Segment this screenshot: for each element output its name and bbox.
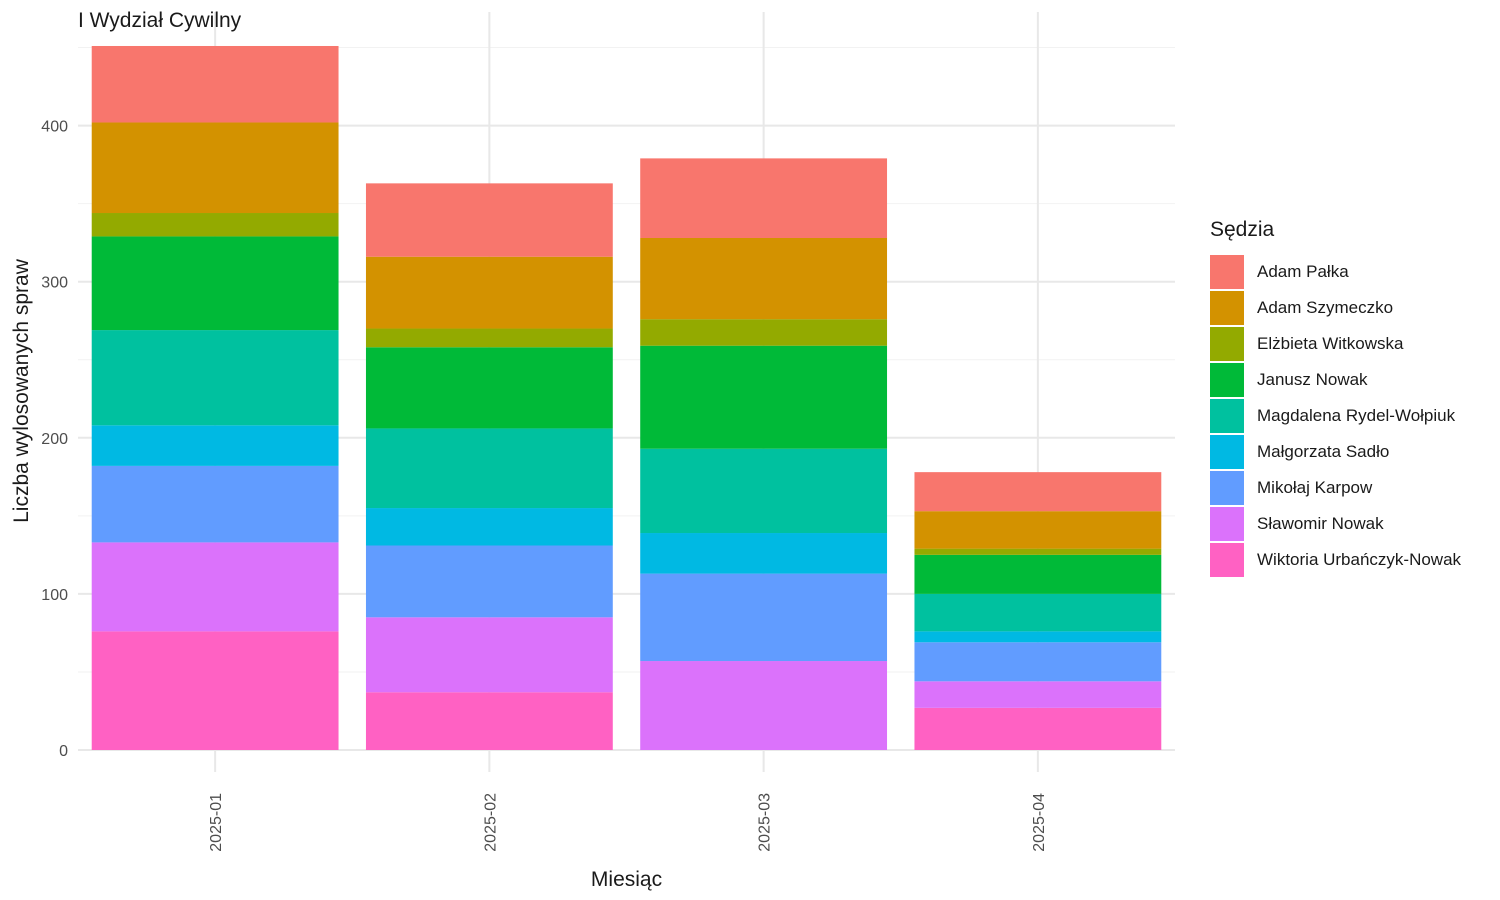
legend-label: Adam Szymeczko [1257,298,1394,317]
legend-swatch [1210,291,1244,325]
bar-segment [914,593,1162,632]
y-tick-label: 400 [41,119,68,136]
bar-segment [91,465,339,543]
bar-segment [365,428,613,509]
legend-label: Mikołaj Karpow [1257,478,1373,497]
legend-item: Mikołaj Karpow [1210,470,1495,506]
bar-segment [91,631,339,750]
bars [91,45,1162,750]
bar-segment [640,448,888,534]
legend-swatch [1210,507,1244,541]
bar-segment [914,511,1162,549]
legend-label: Elżbieta Witkowska [1257,334,1404,353]
legend-label: Adam Pałka [1257,262,1349,281]
y-tick-label: 200 [41,431,68,448]
legend-swatch [1210,471,1244,505]
legend-item: Małgorzata Sadło [1210,434,1495,470]
bar-segment [365,347,613,429]
bar-segment [365,692,613,750]
bar-segment [914,554,1162,594]
x-tick-labels: 2025-01 2025-02 2025-03 2025-04 [208,793,1048,852]
legend-item: Adam Pałka [1210,254,1495,290]
legend-item: Janusz Nowak [1210,362,1495,398]
legend-items: Adam Pałka Adam Szymeczko Elżbieta Witkows… [1210,254,1495,578]
legend-title: Sędzia [1210,218,1275,241]
bar-segment [91,122,339,214]
legend-label: Janusz Nowak [1257,370,1368,389]
bar-segment [365,508,613,546]
bar-segment [914,707,1162,750]
legend-item: Elżbieta Witkowska [1210,326,1495,362]
chart-title: I Wydział Cywilny [78,9,242,32]
x-tick-label: 2025-01 [208,793,225,852]
bar-segment [365,183,613,257]
legend-label: Wiktoria Urbańczyk-Nowak [1257,550,1462,569]
bar-segment [640,319,888,346]
legend-label: Małgorzata Sadło [1257,442,1390,461]
y-tick-label: 0 [59,743,68,760]
bar-segment [640,237,888,320]
legend-swatch [1210,399,1244,433]
bar-segment [365,617,613,693]
bar-segment [91,236,339,331]
bar-segment [914,681,1162,708]
bar-segment [914,548,1162,555]
bar-segment [914,642,1162,682]
x-tick-label: 2025-02 [482,793,499,852]
y-tick-label: 100 [41,587,68,604]
bar-segment [91,542,339,632]
legend-item: Sławomir Nowak [1210,506,1495,542]
legend-item: Wiktoria Urbańczyk-Nowak [1210,542,1495,578]
legend-item: Adam Szymeczko [1210,290,1495,326]
bar-segment [640,533,888,574]
bar-segment [914,472,1162,512]
x-axis-label: Miesiąc [591,868,662,891]
y-axis-label: Liczba wylosowanych spraw [10,258,33,523]
legend-item: Magdalena Rydel-Wołpiuk [1210,398,1495,434]
legend-swatch [1210,435,1244,469]
bar-segment [91,45,339,123]
legend-swatch [1210,327,1244,361]
bar-segment [640,158,888,238]
legend-label: Sławomir Nowak [1257,514,1384,533]
bar-segment [91,213,339,237]
bar-segment [365,256,613,329]
bar-segment [640,345,888,449]
bar-segment [91,330,339,426]
legend-swatch [1210,363,1244,397]
y-tick-labels: 0 100 200 300 400 [41,119,68,760]
bar-segment [914,631,1162,643]
bar-segment [91,425,339,466]
bar-segment [365,328,613,348]
legend-swatch [1210,255,1244,289]
legend-label: Magdalena Rydel-Wołpiuk [1257,406,1456,425]
bar-segment [640,573,888,662]
bar-segment [640,661,888,750]
bar-segment [365,545,613,618]
y-tick-label: 300 [41,275,68,292]
legend: Sędzia Adam Pałka Adam Szymeczko Elżbieta … [1210,218,1495,578]
x-tick-label: 2025-04 [1031,793,1048,852]
legend-swatch [1210,543,1244,577]
x-tick-label: 2025-03 [757,793,774,852]
